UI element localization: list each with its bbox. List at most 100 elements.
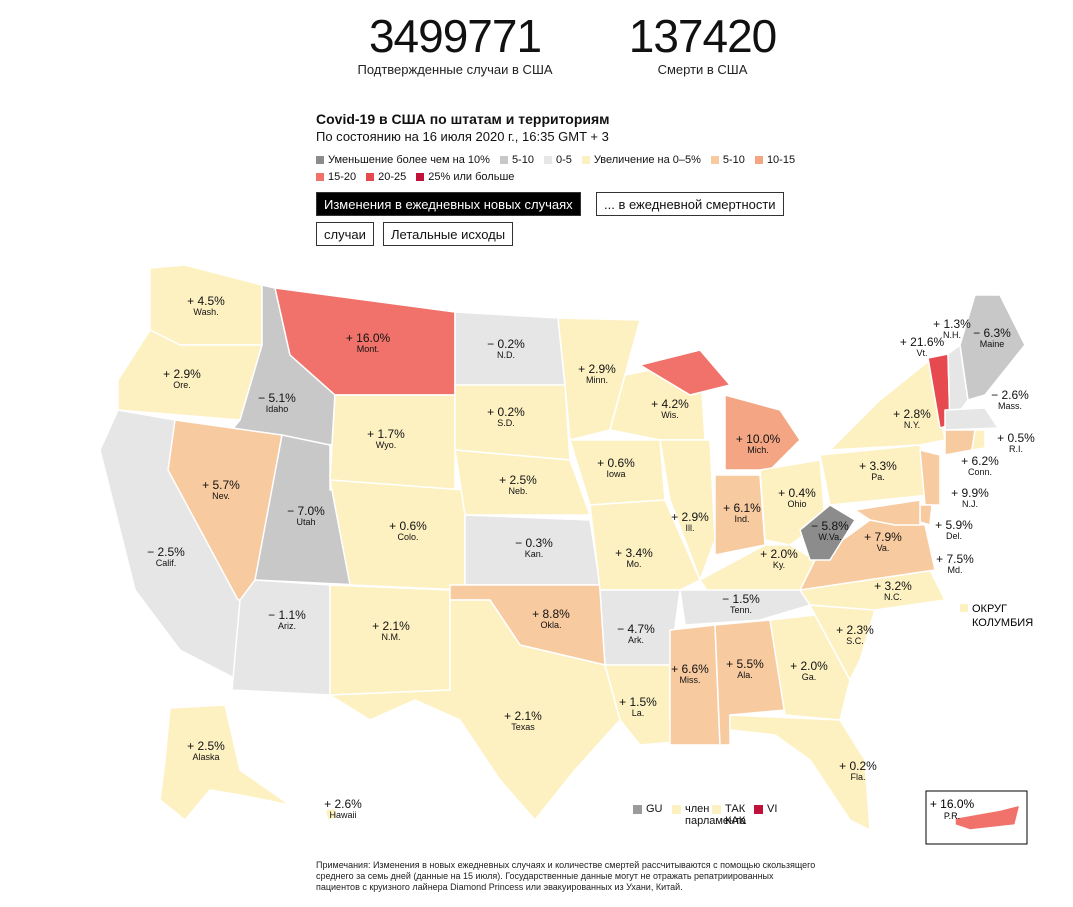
- state-abbr: Nev.: [212, 491, 230, 501]
- state-ariz[interactable]: [231, 579, 331, 696]
- state-abbr: Kan.: [525, 549, 544, 559]
- territory-label: GU: [646, 803, 663, 815]
- state-md[interactable]: [854, 499, 921, 526]
- chart-title: Covid-19 в США по штатам и территориям: [316, 111, 610, 127]
- state-mass[interactable]: [944, 407, 999, 431]
- state-abbr: S.D.: [497, 418, 515, 428]
- state-abbr: Wyo.: [376, 440, 396, 450]
- state-mich-up[interactable]: [639, 349, 731, 396]
- state-mich[interactable]: [724, 394, 801, 471]
- state-hawaii[interactable]: [324, 807, 339, 821]
- state-abbr: Ore.: [173, 380, 191, 390]
- state-del[interactable]: [919, 504, 933, 526]
- state-ri[interactable]: [971, 429, 986, 451]
- territory-label-group: член парламента: [685, 803, 746, 827]
- state-value: + 6.6%: [671, 662, 709, 676]
- state-miss[interactable]: [669, 624, 721, 746]
- state-pr[interactable]: [954, 804, 1021, 831]
- state-ill[interactable]: [659, 439, 716, 581]
- state-abbr: Maine: [980, 339, 1005, 349]
- state-nj[interactable]: [919, 449, 941, 506]
- state-value: + 3.4%: [615, 546, 653, 560]
- state-abbr: La.: [632, 708, 645, 718]
- state-abbr: Texas: [511, 722, 535, 732]
- state-value: + 6.2%: [961, 454, 999, 468]
- territory-label: VI: [767, 803, 778, 815]
- metric-cases-button[interactable]: Изменения в ежедневных новых случаях: [316, 192, 581, 216]
- state-abbr: Ill.: [686, 523, 695, 533]
- state-abbr: Mass.: [998, 401, 1022, 411]
- legend-swatch: [754, 156, 763, 164]
- state-value: − 1.5%: [722, 592, 760, 606]
- legend-item: Увеличение на 0–5%: [581, 151, 701, 169]
- state-ny[interactable]: [829, 359, 946, 451]
- state-value: + 5.9%: [935, 518, 973, 532]
- state-value: + 7.5%: [936, 552, 974, 566]
- state-abbr: Okla.: [540, 620, 561, 630]
- state-abbr: Miss.: [680, 675, 701, 685]
- state-abbr: N.H.: [943, 330, 961, 340]
- state-abbr: Ariz.: [278, 621, 296, 631]
- state-value: + 2.5%: [187, 739, 225, 753]
- state-neb[interactable]: [454, 449, 591, 516]
- state-value: + 4.5%: [187, 294, 225, 308]
- territory-label-group: ТАК КАК: [725, 803, 745, 827]
- state-alaska[interactable]: [159, 704, 291, 821]
- state-tenn[interactable]: [679, 589, 811, 626]
- territory-swatch: [754, 805, 763, 814]
- state-value: + 2.3%: [836, 623, 874, 637]
- state-value: + 0.5%: [997, 431, 1035, 445]
- state-abbr: Del.: [946, 531, 962, 541]
- state-ga[interactable]: [769, 614, 851, 721]
- state-value: + 16.0%: [930, 797, 975, 811]
- state-value: + 2.0%: [790, 659, 828, 673]
- state-abbr: Wis.: [661, 410, 679, 420]
- state-texas[interactable]: [329, 599, 621, 821]
- state-abbr: N.J.: [962, 499, 978, 509]
- state-value: − 6.3%: [973, 326, 1011, 340]
- state-va[interactable]: [799, 519, 936, 591]
- territory-swatch: [633, 805, 642, 814]
- footnote: Примечания: Изменения в новых ежедневных…: [316, 860, 816, 892]
- legend-label: 0-5: [555, 154, 572, 166]
- metric-deaths-button[interactable]: ... в ежедневной смертности: [596, 192, 784, 216]
- state-value: + 0.2%: [839, 759, 877, 773]
- state-abbr: Colo.: [397, 532, 418, 542]
- state-mo[interactable]: [589, 499, 701, 591]
- view-deaths-button[interactable]: Летальные исходы: [383, 222, 514, 246]
- legend-swatch: [416, 173, 425, 181]
- state-value: + 5.5%: [726, 657, 764, 671]
- state-value: − 2.6%: [991, 388, 1029, 402]
- state-value: + 2.9%: [578, 362, 616, 376]
- state-abbr: Ala.: [737, 670, 753, 680]
- state-maine[interactable]: [959, 294, 1026, 401]
- territory-swatch: [672, 805, 681, 814]
- state-abbr: Hawaii: [329, 810, 356, 820]
- state-value: + 9.9%: [951, 486, 989, 500]
- chart-subtitle: По состоянию на 16 июля 2020 г., 16:35 G…: [316, 129, 609, 144]
- view-cases-button[interactable]: случаи: [316, 222, 374, 246]
- state-fla[interactable]: [729, 714, 871, 831]
- state-value: − 4.7%: [617, 622, 655, 636]
- state-value: + 10.0%: [736, 432, 781, 446]
- state-abbr: Mo.: [626, 559, 641, 569]
- state-value: + 0.6%: [389, 519, 427, 533]
- state-conn[interactable]: [944, 429, 976, 456]
- dc-swatch: [960, 604, 968, 612]
- confirmed-cases-stat: 3499771 Подтвержденные случаи в США: [340, 8, 570, 77]
- state-abbr: Ohio: [787, 499, 806, 509]
- state-abbr: Ind.: [734, 514, 749, 524]
- state-value: + 1.7%: [367, 427, 405, 441]
- legend-swatch: [366, 173, 375, 181]
- state-abbr: Mich.: [747, 445, 769, 455]
- state-wva[interactable]: [799, 504, 856, 561]
- state-value: − 5.8%: [811, 519, 849, 533]
- legend-swatch: [543, 156, 552, 164]
- state-value: + 1.5%: [619, 695, 657, 709]
- state-abbr: Mont.: [357, 344, 380, 354]
- legend-item: 5-10: [499, 151, 534, 169]
- puerto-rico-inset[interactable]: + 16.0% P.R.: [925, 790, 1028, 845]
- state-abbr: W.Va.: [818, 532, 841, 542]
- territory-label-2: КАК: [725, 815, 746, 827]
- state-abbr: N.D.: [497, 350, 515, 360]
